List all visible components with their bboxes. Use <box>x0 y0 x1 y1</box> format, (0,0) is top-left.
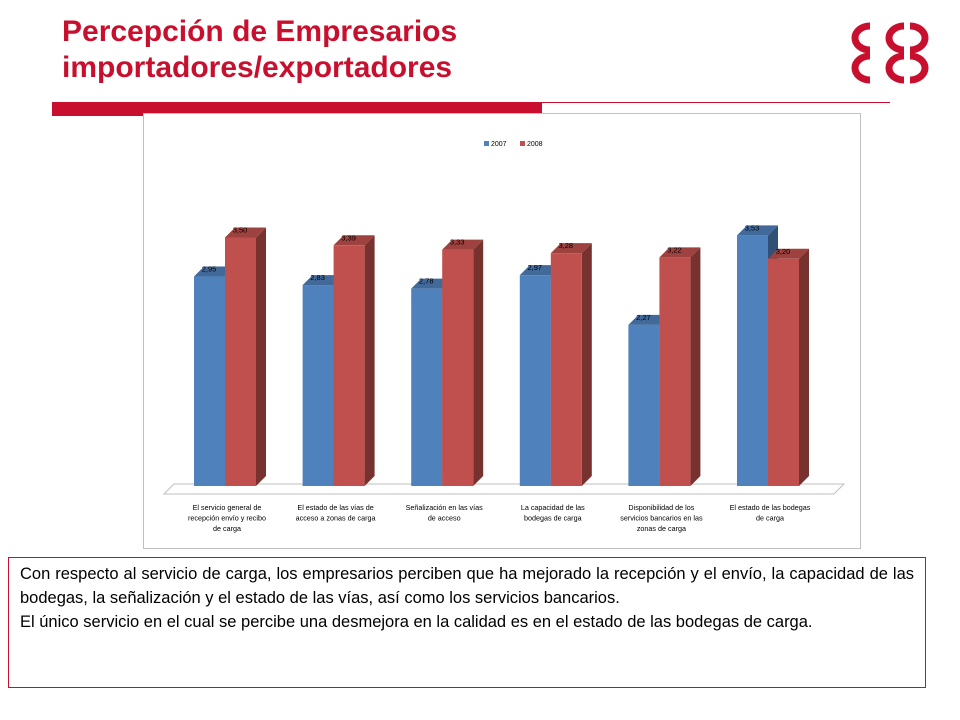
bar-2007-3 <box>519 275 551 486</box>
data-label-2007-1: 2,83 <box>310 273 325 282</box>
chart-floor <box>162 483 846 495</box>
category-label-4-line-0: Disponibilidad de los <box>628 503 694 512</box>
data-label-2007-0: 2,95 <box>202 265 217 274</box>
category-label-1-line-0: El estado de las vías de <box>297 503 373 512</box>
bar-2007-4 <box>628 324 660 486</box>
bar-chart: 2007 2008 2,95 3,50 El servicio general de re… <box>143 113 861 549</box>
category-label-2-line-1: de acceso <box>428 514 461 523</box>
bar-top-2008-0 <box>225 227 266 238</box>
bar-side-2008-0 <box>256 227 266 486</box>
data-label-2007-3: 2,97 <box>527 263 542 272</box>
bar-2008-3 <box>550 253 582 486</box>
bar-top-2007-5 <box>737 225 778 236</box>
bar-top-2008-3 <box>550 243 592 254</box>
category-label-1-line-1: acceso a zonas de carga <box>296 514 376 523</box>
category-label-5-line-0: El estado de las bodegas <box>730 503 811 512</box>
category-label-3-line-0: La capacidad de las <box>521 503 585 512</box>
bar-side-2008-3 <box>581 243 592 486</box>
data-label-2008-4: 3,22 <box>667 245 682 254</box>
data-label-2007-4: 2,27 <box>636 313 651 322</box>
title-accent-bar <box>52 102 542 116</box>
bar-2007-5 <box>737 235 768 486</box>
summary-paragraph-2: El único servicio en el cual se percibe … <box>20 613 813 631</box>
bar-2008-0 <box>225 237 256 486</box>
data-label-2008-1: 3,39 <box>341 233 356 242</box>
bar-top-2007-3 <box>519 265 561 276</box>
slide-title: Percepción de Empresarios importadores/e… <box>62 14 622 86</box>
bar-top-2007-0 <box>194 266 235 277</box>
legend-swatch-2008 <box>520 141 525 146</box>
bar-side-2008-4 <box>690 247 701 486</box>
category-label-0-line-0: El servicio general de <box>193 503 262 512</box>
title-line-2: importadores/exportadores <box>62 51 453 84</box>
bar-top-2008-4 <box>659 247 701 258</box>
bar-2008-1 <box>333 245 365 486</box>
bar-2007-0 <box>194 276 225 486</box>
bar-side-2008-2 <box>473 239 484 486</box>
title-underline-rule <box>540 102 890 103</box>
bar-side-2008-1 <box>364 235 375 486</box>
bar-top-2007-2 <box>411 278 453 289</box>
category-label-0-line-2: de carga <box>213 524 241 533</box>
data-label-2008-3: 3,28 <box>558 241 573 250</box>
data-label-2008-5: 3,20 <box>776 247 791 256</box>
bar-top-2008-5 <box>768 248 809 259</box>
summary-paragraph-1: Con respecto al servicio de carga, los e… <box>20 565 914 607</box>
category-label-5-line-1: de carga <box>756 514 784 523</box>
bar-top-2007-4 <box>628 314 670 325</box>
bar-top-2008-2 <box>442 239 484 250</box>
category-label-2-line-0: Señalización en las vías <box>406 503 484 512</box>
bar-chart-svg: 2007 2008 2,95 3,50 El servicio general de re… <box>162 141 846 533</box>
data-label-2007-2: 2,78 <box>419 277 434 286</box>
bar-top-2008-1 <box>333 235 375 246</box>
bar-2007-2 <box>411 288 443 486</box>
bar-2007-1 <box>302 285 334 486</box>
legend-label-2007: 2007 <box>491 141 507 148</box>
data-label-2008-0: 3,50 <box>233 226 248 235</box>
category-label-3-line-1: bodegas de carga <box>524 514 582 523</box>
legend-swatch-2007 <box>484 141 489 146</box>
category-label-4-line-1: servicios bancarios en las <box>620 514 703 523</box>
data-label-2008-2: 3,33 <box>450 238 465 247</box>
summary-text-box: Con respecto al servicio de carga, los e… <box>8 557 926 688</box>
title-line-1: Percepción de Empresarios <box>62 15 458 48</box>
data-label-2007-5: 3,53 <box>745 223 760 232</box>
bar-2008-2 <box>442 249 474 486</box>
bar-side-2008-5 <box>799 248 809 486</box>
bar-top-2007-1 <box>302 275 344 286</box>
legend-label-2008: 2008 <box>527 141 543 148</box>
category-label-0-line-1: recepción envío y recibo <box>188 514 266 523</box>
bar-2008-4 <box>659 257 691 486</box>
bar-2008-5 <box>768 258 799 486</box>
interlocked-c-logo-icon <box>851 22 929 84</box>
category-label-4-line-2: zonas de carga <box>637 524 686 533</box>
